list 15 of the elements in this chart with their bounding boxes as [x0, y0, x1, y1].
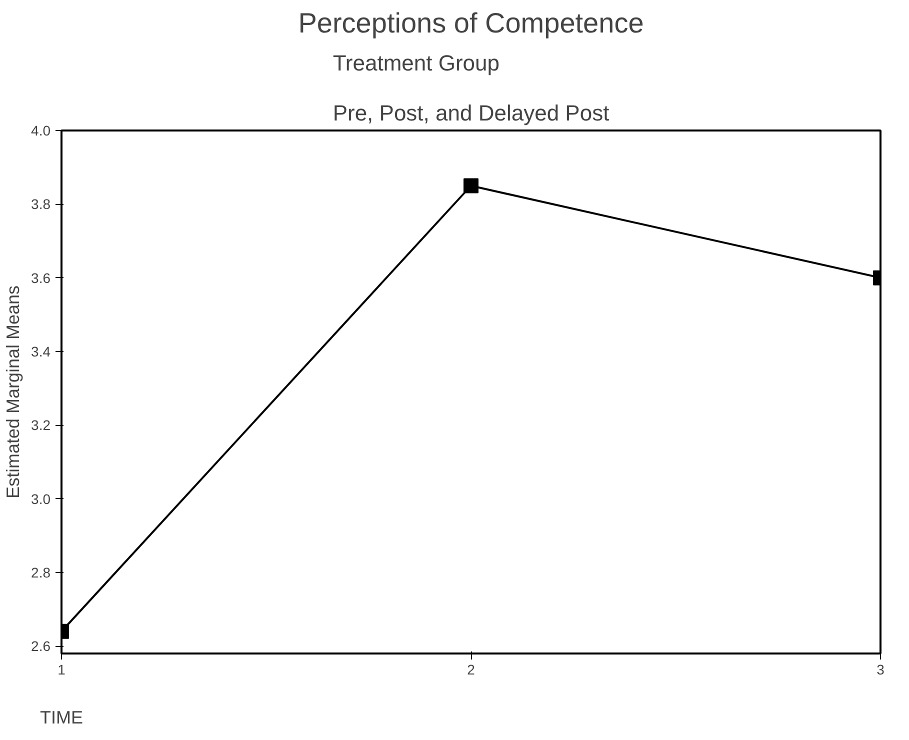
chart-title: Perceptions of Competence	[298, 8, 644, 38]
y-axis-title: Estimated Marginal Means	[3, 285, 24, 499]
x-tick-label: 3	[876, 662, 885, 678]
x-axis-title: TIME	[40, 708, 83, 728]
y-tick-label: 2.8	[31, 564, 51, 580]
y-tick-label: 3.0	[31, 490, 51, 507]
y-tick-label: 2.6	[31, 638, 51, 654]
chart-subtitle: Treatment Group Pre, Post, and Delayed Post	[332, 50, 610, 126]
y-tick-label: 4.0	[31, 122, 51, 138]
x-tick-label: 1	[58, 662, 66, 678]
y-tick-label: 3.8	[31, 196, 51, 212]
y-tick-label: 3.4	[31, 343, 51, 360]
x-tick-label: 2	[467, 662, 476, 678]
y-tick-label: 3.2	[31, 417, 51, 434]
y-tick-label: 3.6	[31, 270, 51, 286]
